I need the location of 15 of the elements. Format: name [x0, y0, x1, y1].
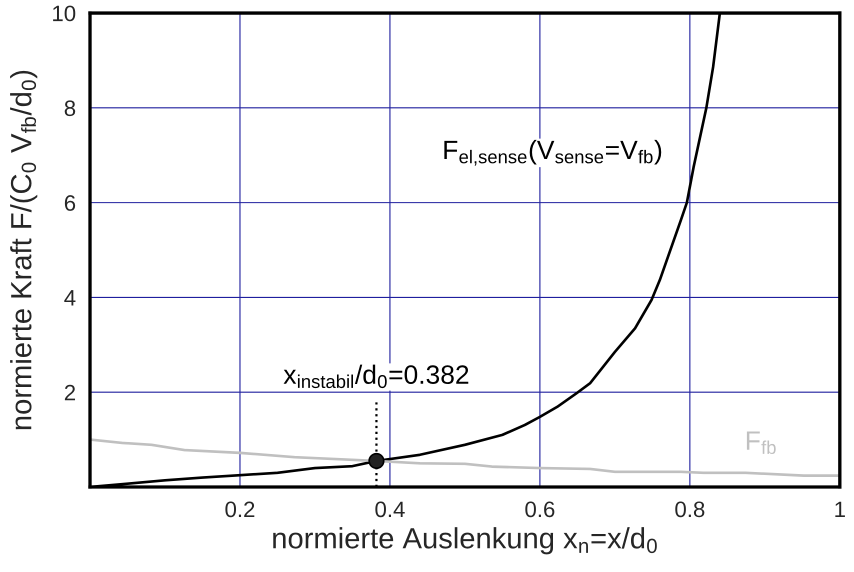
y-axis-title: normierte Kraft F/(C$_{0}$ V$_{fb}$/d$_{0}$) — [10, 70, 38, 430]
series-label: F$_{el,sense}$(V$_{sense}$=V$_{fb}$) — [444, 140, 662, 166]
x-axis-title: normierte Auslenkung x$_{n}$=x/d$_{0}$ — [273, 527, 657, 554]
y-tick-label: 2 — [64, 384, 76, 400]
y-tick-label: 8 — [64, 100, 76, 116]
y-tick-label: 4 — [64, 290, 76, 306]
x-tick-label: 0.4 — [375, 501, 405, 518]
x-tick-label: 0.8 — [675, 501, 704, 518]
y-tick-label: 10 — [53, 6, 76, 22]
x-tick-label: 0.6 — [525, 501, 554, 518]
ref-line-label: x$_{instabil}$/d$_{0}$=0.382 — [284, 364, 468, 388]
series-label: F$_{fb}$ — [746, 432, 776, 454]
x-tick-label: 0.2 — [225, 501, 254, 518]
x-tick-label: 1 — [835, 502, 845, 517]
y-tick-label: 6 — [64, 195, 76, 211]
